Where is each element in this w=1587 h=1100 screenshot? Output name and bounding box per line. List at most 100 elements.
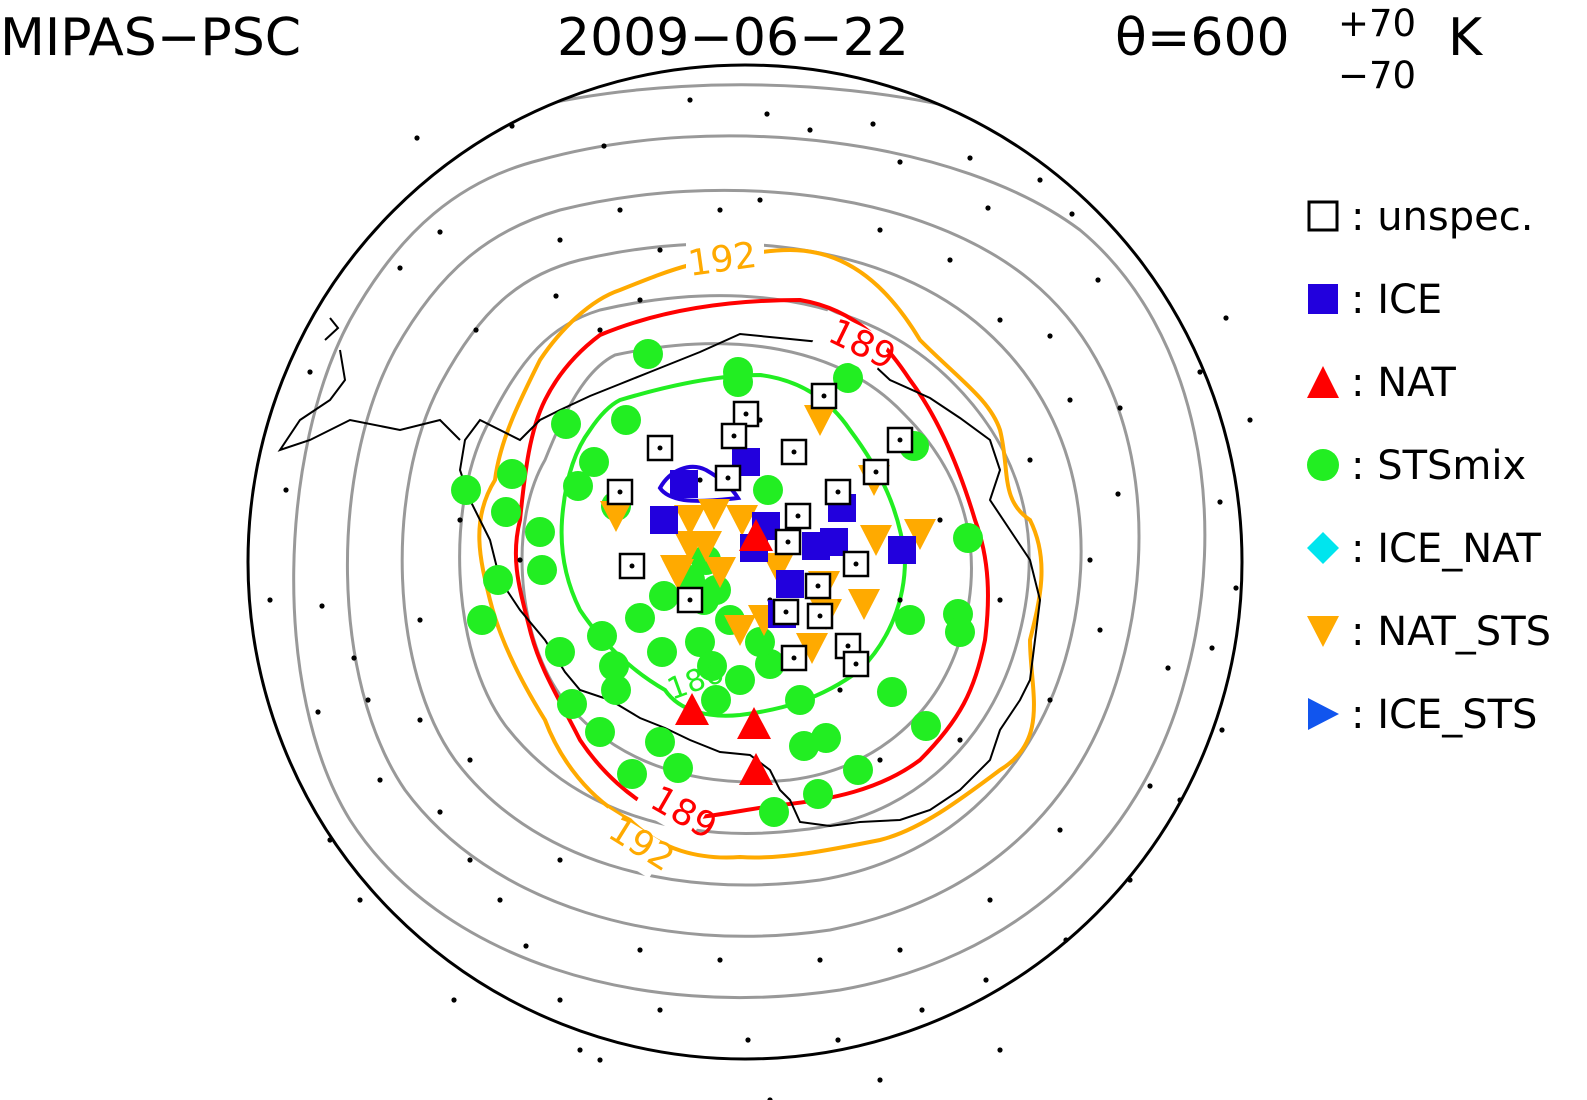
stsmix-marker [895, 605, 925, 635]
unspec-marker-dot [791, 655, 797, 661]
measurement-dot [601, 143, 607, 149]
isoline [400, 242, 1083, 887]
measurement-dot [523, 943, 529, 949]
natsts-marker [726, 505, 758, 536]
measurement-dot [397, 265, 403, 271]
measurement-dot [497, 897, 503, 903]
measurement-dot [1117, 405, 1123, 411]
measurement-dot [717, 207, 723, 213]
stsmix-marker [451, 475, 481, 505]
stsmix-marker [599, 651, 629, 681]
stsmix-marker [843, 755, 873, 785]
stsmix-marker [585, 717, 615, 747]
measurement-dot [687, 97, 693, 103]
measurement-dot [1097, 627, 1103, 633]
measurement-dot [1037, 177, 1043, 183]
stsmix-marker [685, 627, 715, 657]
measurement-dot [919, 1007, 925, 1013]
stsmix-marker [587, 621, 617, 651]
measurement-dot [1047, 333, 1053, 339]
measurement-dot [897, 597, 903, 603]
stsmix-markers [451, 339, 983, 829]
measurement-dot [877, 1077, 883, 1083]
stsmix-marker [701, 575, 731, 605]
isoline [520, 342, 973, 784]
measurement-dot [365, 697, 371, 703]
unspec-marker-dot [617, 489, 623, 495]
measurement-dot [1177, 797, 1183, 803]
measurement-dot [1127, 877, 1133, 883]
stsmix-marker [563, 471, 593, 501]
natsts-marker [860, 525, 892, 556]
measurement-dot [467, 857, 473, 863]
natsts-marker [904, 519, 936, 550]
measurement-dot [764, 111, 770, 117]
natsts-marker [698, 499, 730, 530]
unspec-marker-dot [853, 561, 859, 567]
nat-marker [739, 519, 773, 551]
stsmix-marker [759, 797, 789, 827]
triangle-up-icon [1307, 366, 1339, 398]
measurement-dot [307, 369, 313, 375]
natsts-marker [724, 615, 756, 646]
stsmix-marker [645, 727, 675, 757]
stsmix-marker [953, 523, 983, 553]
measurement-dot [967, 155, 973, 161]
measurement-dot [997, 597, 1003, 603]
measurement-dots [267, 97, 1253, 1100]
unspec-marker-dot [783, 609, 789, 615]
circle-icon [1307, 449, 1339, 481]
measurement-dot [553, 293, 559, 299]
measurement-dot [837, 687, 843, 693]
measurement-dot [357, 897, 363, 903]
legend-label: : NAT [1351, 360, 1456, 406]
contour-192 [477, 247, 1044, 860]
isoline [346, 188, 1141, 938]
stsmix-marker [579, 447, 609, 477]
unspec-markers [606, 382, 914, 678]
stsmix-marker [525, 517, 555, 547]
natsts-marker [704, 557, 736, 588]
measurement-dot [351, 655, 357, 661]
stsmix-marker [803, 779, 833, 809]
measurement-dot [283, 487, 289, 493]
measurement-dot [517, 557, 523, 563]
measurement-dot [1233, 585, 1239, 591]
unspec-marker [646, 434, 674, 462]
measurement-dot [327, 837, 333, 843]
stsmix-marker [697, 651, 727, 681]
measurement-dot [877, 757, 883, 763]
measurement-dot [1067, 397, 1073, 403]
stsmix-marker [911, 711, 941, 741]
coastline-peninsula [277, 317, 461, 452]
stsmix-marker [491, 497, 521, 527]
contour-label: 192 [686, 235, 760, 285]
measurement-dot [1247, 417, 1253, 423]
measurement-dot [897, 947, 903, 953]
measurement-dot [597, 1057, 603, 1063]
measurement-dot [997, 1047, 1003, 1053]
natsts-marker [848, 589, 880, 620]
legend-label: : NAT_STS [1351, 609, 1552, 655]
measurement-dot [267, 597, 273, 603]
unspec-marker [886, 426, 914, 454]
measurement-dot [1095, 277, 1101, 283]
measurement-dot [1147, 783, 1153, 789]
measurement-dot [597, 327, 603, 333]
measurement-dot [807, 127, 813, 133]
measurement-dot [417, 717, 423, 723]
unspec-marker-dot [897, 437, 903, 443]
natsts-marker [796, 633, 828, 664]
measurement-dot [557, 857, 563, 863]
ice-marker [776, 570, 804, 598]
measurement-dot [937, 517, 943, 523]
measurement-dot [957, 737, 963, 743]
measurement-dot [437, 229, 443, 235]
measurement-dot [577, 1047, 583, 1053]
unspec-marker-dot [785, 539, 791, 545]
measurement-dot [947, 257, 953, 263]
stsmix-marker [725, 665, 755, 695]
measurement-dot [557, 997, 563, 1003]
measurement-dot [817, 957, 823, 963]
natsts-marker [804, 405, 836, 436]
